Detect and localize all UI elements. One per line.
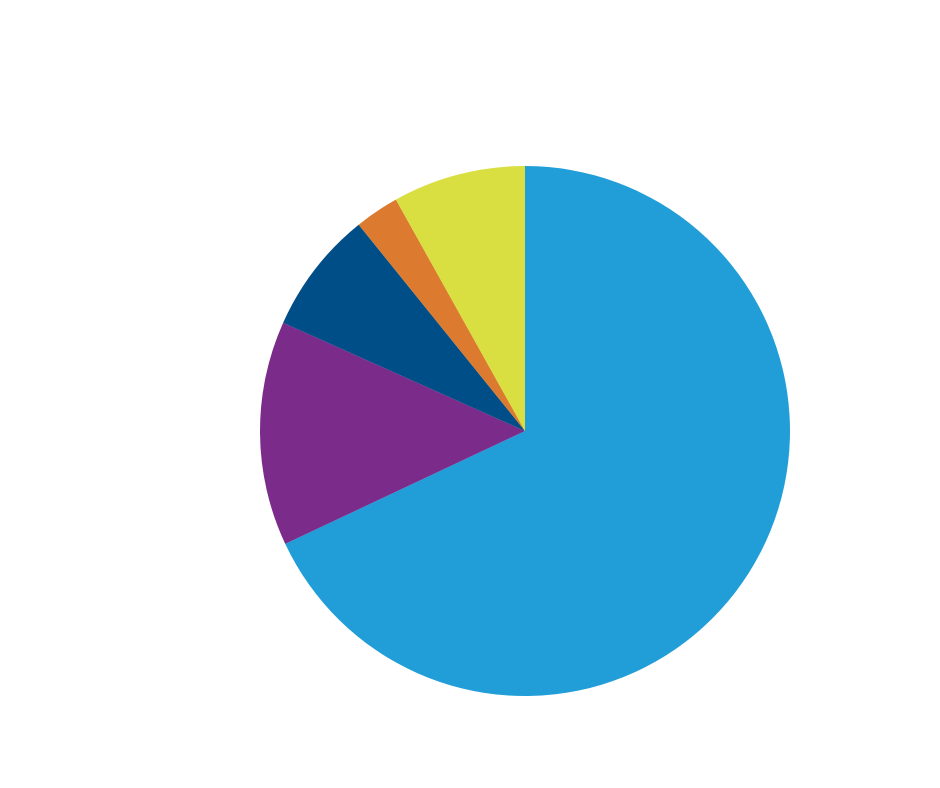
pie-slice-2 (260, 322, 525, 544)
pie-slice-5 (395, 166, 525, 431)
pie-slice-4 (358, 199, 525, 431)
pie-slice-1 (285, 166, 790, 697)
pie-slices (260, 166, 790, 697)
pie-slice-3 (283, 224, 525, 431)
